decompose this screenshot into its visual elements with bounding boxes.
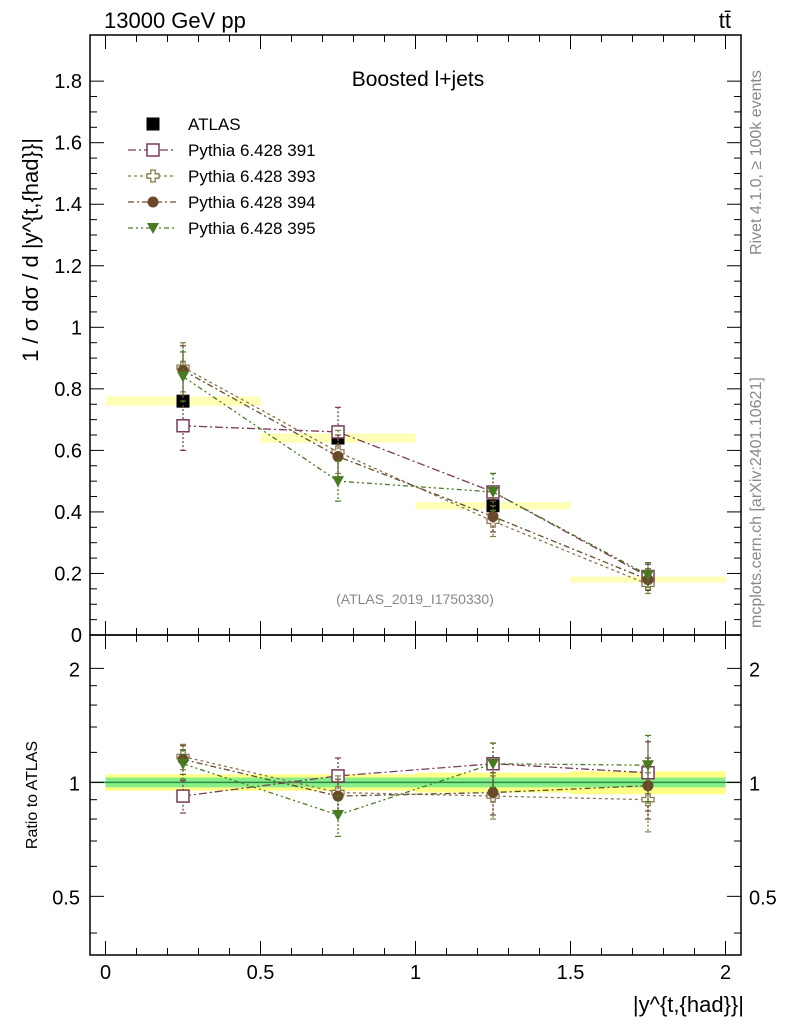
ratio-axis-ticks: 0.5 0.5 1 1 2 2 0 0.5 1 1.5 2 (52, 635, 777, 984)
ratio-line-p393 (182, 755, 649, 801)
legend-label-ATLAS: ATLAS (188, 115, 241, 134)
ratio-point-p394 (642, 780, 654, 792)
ratio-point-p391 (176, 789, 190, 803)
ratio-panel: Ratio to ATLAS 0.5 0.5 1 1 2 2 0 0.5 1 1.5 2 |y^{t… (24, 634, 777, 1017)
ratio-point-p394 (487, 787, 499, 799)
main-line-p391 (182, 425, 649, 578)
source-label: mcplots.cern.ch [arXiv:2401.10621] (748, 377, 765, 628)
y-axis-label-ratio: Ratio to ATLAS (24, 741, 41, 849)
main-axis-ticks: 0 0.2 0.4 0.6 0.8 1 1.2 1.4 1.6 1.8 (54, 35, 741, 647)
ratio-ytick-label: 1 (69, 773, 80, 795)
main-ytick-label: 1.6 (54, 133, 82, 155)
legend-marker-p393 (146, 169, 160, 183)
ratio-point-p395 (332, 809, 344, 821)
main-point-p394 (332, 451, 344, 463)
ratio-ytick-label-right: 2 (749, 659, 760, 681)
ratio-ytick-label-right: 1 (749, 773, 760, 795)
main-point-p391 (176, 419, 190, 433)
ratio-frame (89, 634, 742, 956)
ratio-xtick-label: 1 (410, 962, 421, 984)
ratio-ytick-label: 2 (69, 659, 80, 681)
main-ytick-label: 0 (71, 625, 82, 647)
x-axis-label: |y^{t,{had}}| (633, 992, 744, 1017)
chart-title: Boosted l+jets (352, 68, 485, 91)
main-point-p395 (642, 570, 654, 581)
analysis-watermark: (ATLAS_2019_I1750330) (336, 591, 494, 607)
ratio-point-p395 (487, 758, 499, 770)
ratio-line-p394 (182, 758, 649, 797)
y-axis-label-main: 1 / σ dσ / d |y^{t,{had}}| (18, 138, 43, 362)
legend-label-p394: Pythia 6.428 394 (188, 193, 316, 212)
ratio-xtick-label: 2 (720, 962, 731, 984)
main-error-bands (105, 396, 726, 583)
ratio-point-p395 (642, 760, 654, 772)
energy-label: 13000 GeV pp (104, 8, 246, 33)
ratio-xtick-label: 0.5 (247, 962, 275, 984)
ratio-line-p395 (182, 763, 649, 816)
main-series (176, 342, 655, 595)
ratio-ytick-label-right: 0.5 (749, 887, 777, 909)
legend: ATLAS Pythia 6.428 391 Pythia 6.428 393 Pyt… (128, 115, 316, 238)
main-point-p395 (332, 476, 344, 488)
main-ytick-label: 0.6 (54, 440, 82, 462)
legend-label-p395: Pythia 6.428 395 (188, 219, 316, 238)
process-label: tt̄ (719, 8, 731, 33)
rivet-version-label: Rivet 4.1.0, ≥ 100k events (748, 70, 765, 255)
main-point-p395 (487, 486, 499, 498)
ratio-ytick-label: 0.5 (52, 887, 80, 909)
ratio-point-p395 (177, 758, 189, 770)
main-line-p394 (182, 369, 649, 581)
ratio-xtick-label: 0 (100, 962, 111, 984)
main-ytick-label: 0.2 (54, 563, 82, 585)
main-point-p394 (487, 511, 499, 523)
main-ytick-label: 0.4 (54, 502, 82, 524)
ratio-xtick-label: 1.5 (557, 962, 585, 984)
legend-marker-p395 (147, 223, 159, 234)
legend-label-p393: Pythia 6.428 393 (188, 167, 316, 186)
main-ytick-label: 1.2 (54, 256, 82, 278)
main-ytick-label: 1.8 (54, 71, 82, 93)
main-point-p395 (177, 371, 189, 383)
ratio-series (176, 734, 655, 837)
main-ytick-label: 1.4 (54, 194, 82, 216)
main-ytick-label: 1 (71, 317, 82, 339)
legend-marker-p394 (147, 196, 159, 208)
legend-marker-ATLAS (146, 117, 160, 131)
main-panel: Boosted l+jets (ATLAS_2019_I1750330) 1 /… (18, 34, 742, 647)
main-ytick-label: 0.8 (54, 379, 82, 401)
legend-label-p391: Pythia 6.428 391 (188, 141, 316, 160)
legend-marker-p391 (146, 143, 160, 157)
ratio-line-p391 (182, 763, 649, 797)
main-line-p395 (182, 375, 649, 576)
